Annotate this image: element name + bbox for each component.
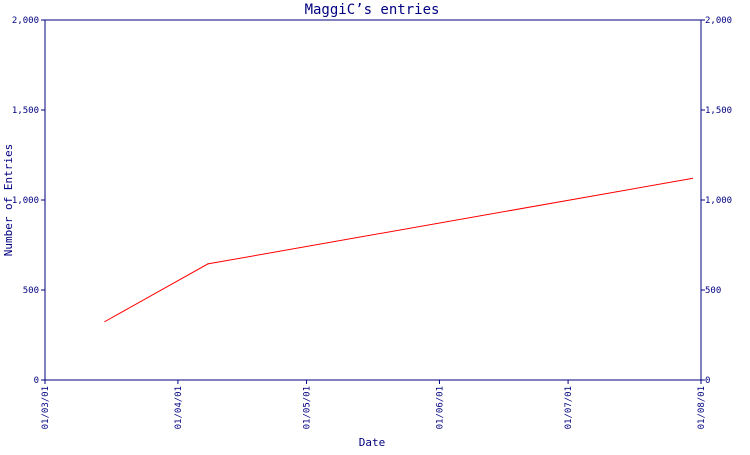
series-layer xyxy=(104,177,694,323)
y-tick-label-left: 500 xyxy=(23,286,39,296)
data-point xyxy=(691,177,694,179)
y-tick-label-right: 0 xyxy=(705,376,710,386)
x-tick-label: 01/04/01 xyxy=(174,386,184,429)
x-tick-label: 01/03/01 xyxy=(41,386,51,429)
chart-title: MaggiC’s entries xyxy=(305,2,440,18)
data-point xyxy=(207,263,209,265)
data-point xyxy=(104,320,106,323)
x-tick-label: 01/08/01 xyxy=(697,386,707,429)
x-tick-label: 01/06/01 xyxy=(435,386,445,429)
y-tick-label-right: 2,000 xyxy=(705,16,732,26)
y-tick-label-left: 2,000 xyxy=(12,16,39,26)
y-tick-label-right: 1,500 xyxy=(705,106,732,116)
y-tick-label-right: 500 xyxy=(705,286,721,296)
x-tick-label: 01/05/01 xyxy=(303,386,313,429)
series-line-0 xyxy=(104,177,693,322)
y-axis-title: Number of Entries xyxy=(2,144,15,257)
x-axis-title: Date xyxy=(359,436,386,449)
tick-layer: 0 0 500 500 1,000 1,000 1,500 1,500 2,000 2,000 01… xyxy=(12,16,732,429)
y-tick-label-left: 0 xyxy=(34,376,39,386)
y-tick-label-right: 1,000 xyxy=(705,196,732,206)
y-tick-label-left: 1,000 xyxy=(12,196,39,206)
x-tick-label: 01/07/01 xyxy=(564,386,574,429)
y-tick-label-left: 1,500 xyxy=(12,106,39,116)
